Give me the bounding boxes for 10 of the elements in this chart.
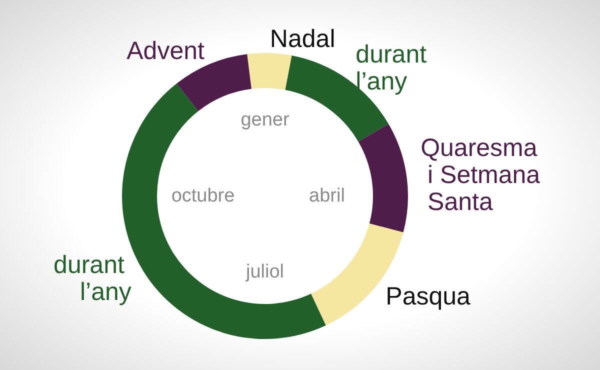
slice-label: Advent — [126, 37, 205, 66]
slice-label: Pasqua — [386, 282, 471, 310]
text: gener — [240, 110, 290, 130]
text: juliol — [244, 262, 284, 282]
slice-label: Quaresma i Setmana Santa — [420, 134, 540, 216]
slice-label: durant l’any — [356, 40, 434, 96]
slice-label: durant l’any — [54, 250, 132, 306]
text: octubre — [171, 186, 235, 206]
text: abril — [309, 186, 345, 206]
slice-label: Nadal — [270, 25, 336, 54]
